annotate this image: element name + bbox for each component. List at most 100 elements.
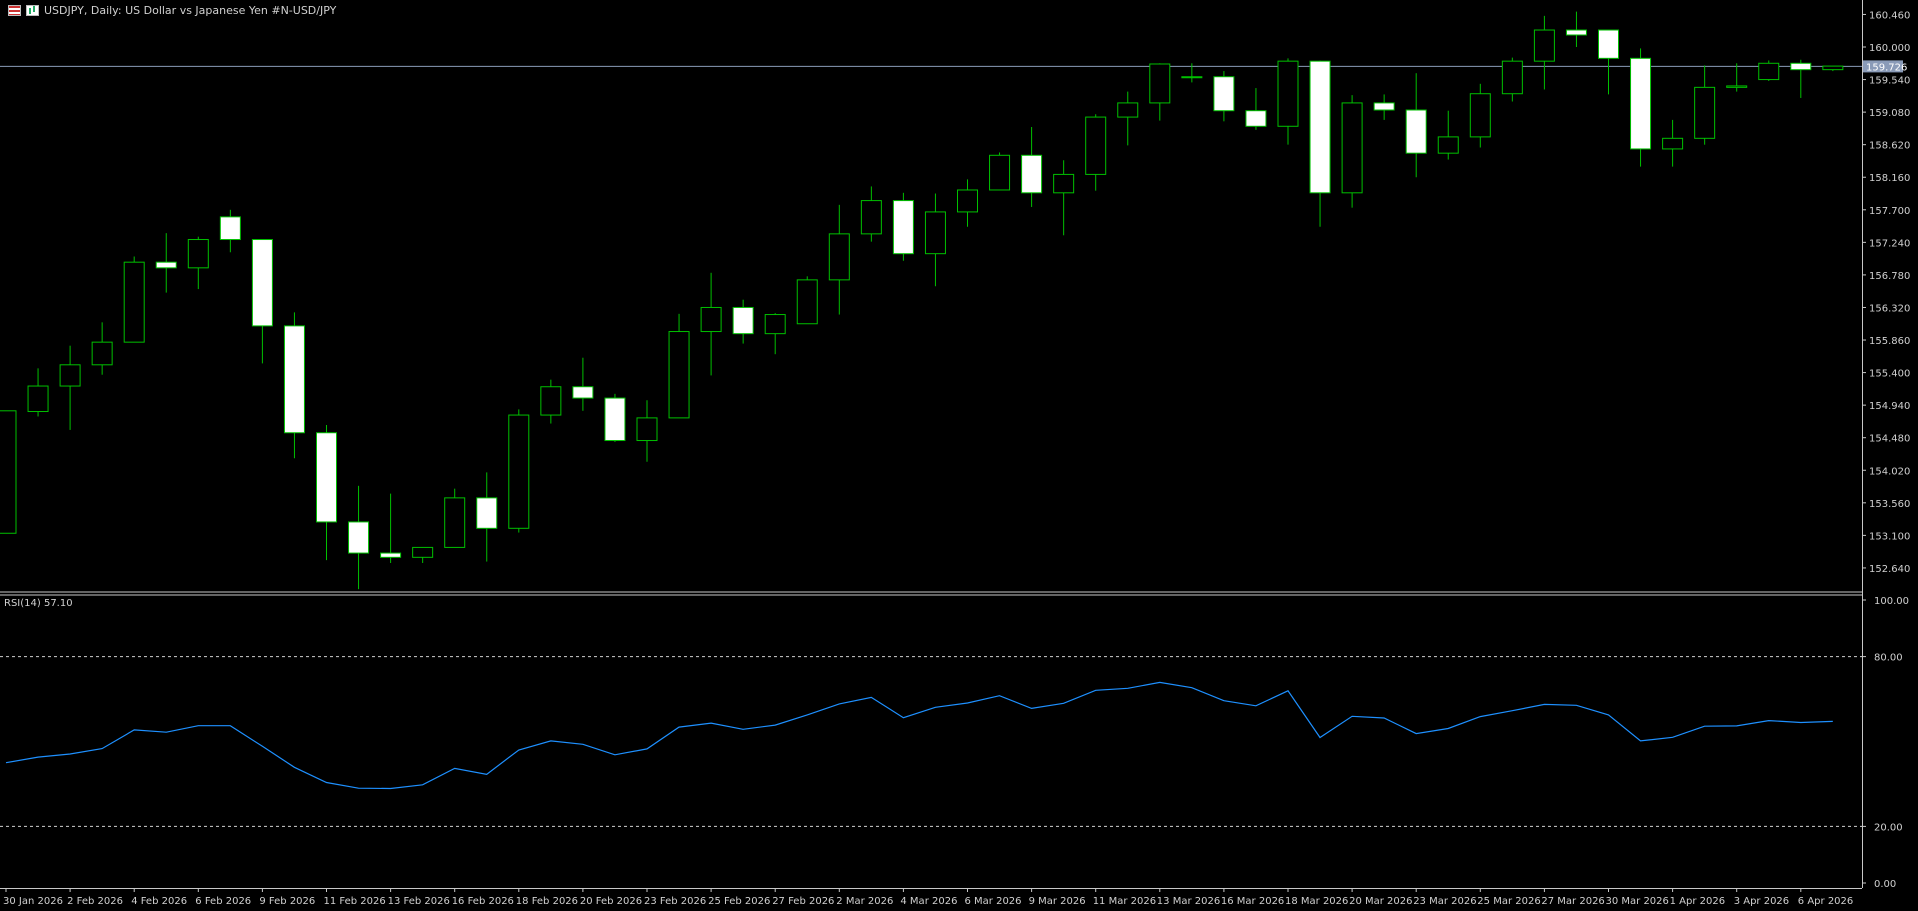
candle [476,472,498,562]
candle [1726,63,1748,92]
candle [1758,60,1780,81]
price-tick-label: 158.620 [1869,141,1910,152]
time-tick-label: 4 Mar 2026 [900,896,957,907]
candle-body [957,189,978,213]
candle [91,322,113,375]
rsi-tick-label: 100.00 [1874,596,1909,607]
time-tick-label: 23 Mar 2026 [1413,896,1476,907]
candle-body [1758,62,1780,81]
price-tick-label: 159.540 [1869,76,1910,87]
candle [924,193,946,287]
time-tick-label: 18 Feb 2026 [516,896,578,907]
candle [572,357,594,411]
candle-body [1117,102,1139,118]
candle-body [1437,136,1459,154]
candle [764,313,786,355]
time-tick-label: 25 Feb 2026 [708,896,770,907]
price-tick-label: 154.940 [1869,401,1910,412]
candle-body [1565,29,1587,36]
candle-body [1533,29,1555,62]
candle-body [636,417,658,442]
candle-body [1213,76,1235,112]
candle-body [764,314,786,335]
time-tick-label: 20 Feb 2026 [580,896,642,907]
candle-body [1630,57,1652,150]
candle-body [155,261,177,269]
candle-body [604,397,626,442]
candle [508,409,530,533]
price-tick-label: 155.400 [1869,369,1910,380]
candle [1533,15,1555,90]
current-price-box [1863,60,1903,73]
candle [1149,63,1171,121]
candle [1501,57,1523,102]
time-tick-label: 9 Mar 2026 [1029,896,1086,907]
candle-body [1341,102,1363,194]
candle [27,368,49,417]
time-tick-label: 30 Jan 2026 [3,896,63,907]
price-axis: 160.460 160.000 159.540 159.080 158.620 158.1… [1862,10,1910,575]
price-tick-label: 153.560 [1869,499,1910,510]
candle [1790,59,1812,98]
candle [1662,119,1684,167]
candle [1053,160,1075,236]
price-tick-label: 157.240 [1869,238,1910,249]
candle [1085,114,1107,191]
time-axis: 30 Jan 2026 2 Feb 2026 4 Feb 2026 6 Feb 202… [3,888,1853,907]
rsi-line [5,681,1833,790]
candle [380,493,402,563]
candle-body [1053,173,1075,194]
rsi-tick-label: 0.00 [1874,879,1896,890]
time-tick-label: 13 Mar 2026 [1157,896,1220,907]
rsi-axis: 100.00 80.00 20.00 0.00 [1862,596,1909,890]
candle [828,204,850,315]
candle-body [1726,85,1748,88]
time-tick-label: 6 Feb 2026 [195,896,251,907]
candle [1021,126,1043,207]
price-tick-label: 152.640 [1869,564,1910,575]
candle-body [380,552,402,558]
time-tick-label: 3 Apr 2026 [1734,896,1789,907]
time-tick-label: 2 Mar 2026 [836,896,893,907]
chart-frame [0,0,1863,889]
candle [348,485,370,590]
candle [604,393,626,442]
symbol-flag-icon[interactable] [8,4,21,16]
candle-body [989,154,1011,191]
candle-body [91,341,113,366]
candle-body [700,306,722,333]
candle [540,379,562,424]
candle-body [732,306,754,335]
candle-body [1598,29,1619,59]
candle [251,239,273,364]
candle-body [1790,62,1812,71]
candle-body [1373,102,1395,111]
candle [187,236,209,290]
candle [1405,73,1427,178]
time-tick-label: 27 Mar 2026 [1541,896,1604,907]
candle [1822,65,1844,72]
time-tick-label: 1 Apr 2026 [1670,896,1725,907]
candle-body [796,279,818,325]
candle-body [0,410,17,534]
candle-body [1405,109,1427,154]
candle [1630,48,1652,167]
time-tick-label: 16 Feb 2026 [452,896,514,907]
candle [1598,29,1619,95]
candle-body [219,216,241,241]
candle [155,233,177,293]
candle-body [348,521,370,554]
time-tick-label: 11 Feb 2026 [324,896,386,907]
candle [1117,91,1139,146]
rsi-tick-label: 80.00 [1874,653,1903,664]
candle-body [508,414,530,529]
rsi-series [0,656,1862,827]
candle [59,345,81,430]
candle-body [1662,137,1684,150]
candle [316,424,337,561]
candle-body [1694,86,1716,139]
chart-type-icon[interactable] [26,4,39,16]
time-tick-label: 23 Feb 2026 [644,896,706,907]
time-tick-label: 13 Feb 2026 [388,896,450,907]
